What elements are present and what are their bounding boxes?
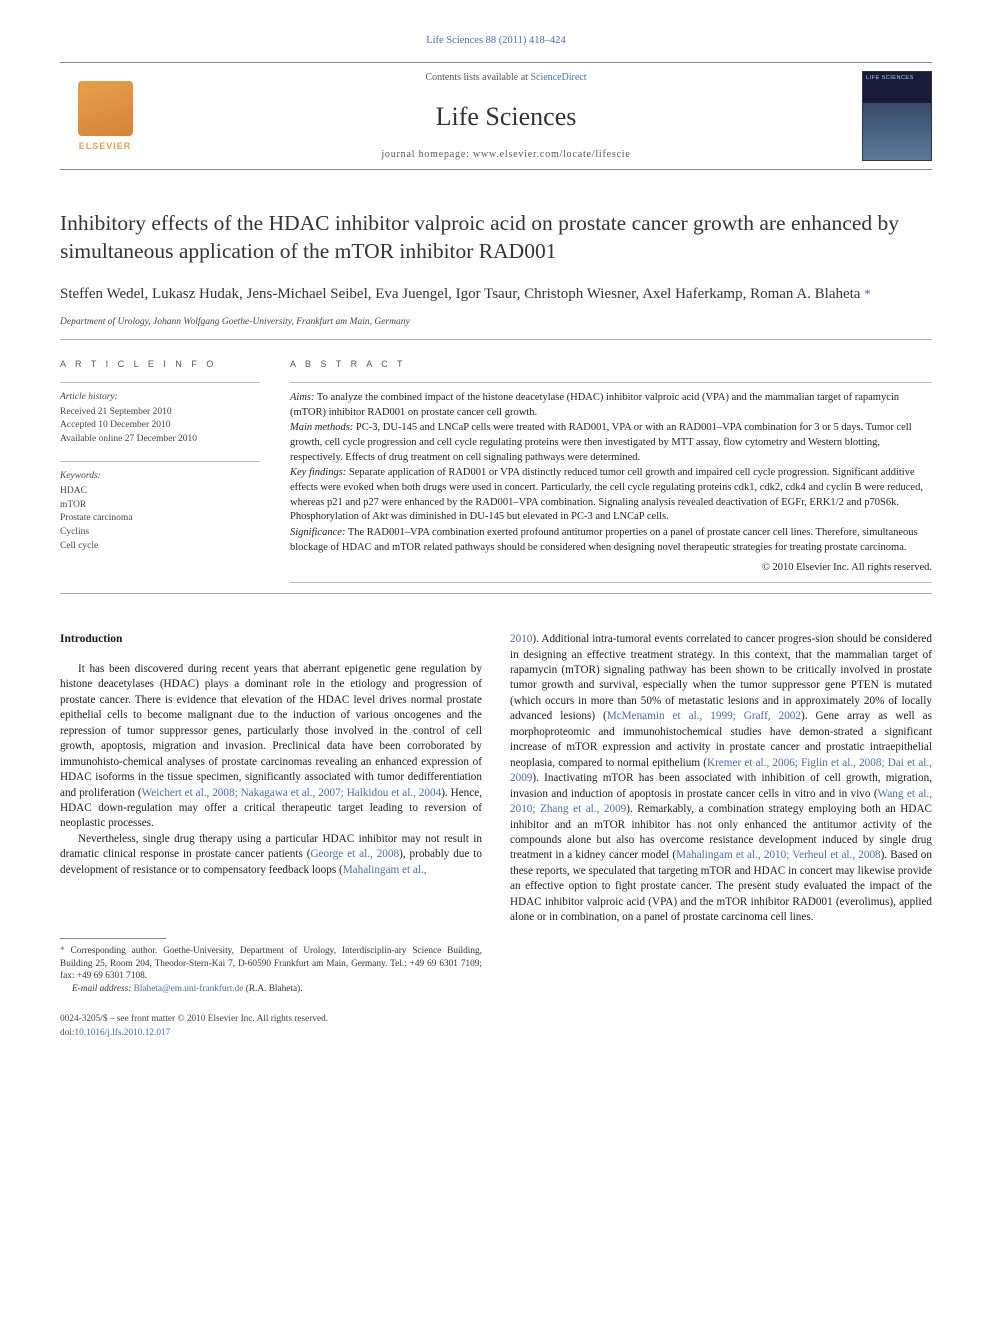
abstract-copyright: © 2010 Elsevier Inc. All rights reserved… xyxy=(290,561,932,576)
citation-link[interactable]: McMenamin et al., 1999; Graff, 2002 xyxy=(607,710,801,722)
citation-link-cont[interactable]: 2010 xyxy=(510,633,532,645)
corresponding-star-icon[interactable]: * xyxy=(864,286,871,301)
abstract-column: A B S T R A C T Aims: To analyze the com… xyxy=(290,358,932,583)
contents-available-line: Contents lists available at ScienceDirec… xyxy=(170,71,842,85)
keywords-heading: Keywords: xyxy=(60,470,260,483)
citation-link[interactable]: Mahalingam et al., 2010; Verheul et al.,… xyxy=(676,849,881,861)
email-label: E-mail address: xyxy=(72,984,134,994)
body-paragraph-2: Nevertheless, single drug therapy using … xyxy=(60,832,482,878)
keywords-block: Keywords: HDAC mTOR Prostate carcinoma C… xyxy=(60,470,260,554)
p2-cont-c: ). Inactivating mTOR has been associated… xyxy=(510,772,932,799)
body-paragraph-1: It has been discovered during recent yea… xyxy=(60,662,482,832)
journal-header: ELSEVIER Contents lists available at Sci… xyxy=(60,62,932,170)
abstract-heading: A B S T R A C T xyxy=(290,358,932,370)
abstract-significance: Significance: The RAD001–VPA combination… xyxy=(290,526,932,555)
email-footnote: E-mail address: Blaheta@em.uni-frankfurt… xyxy=(60,983,482,996)
abstract-findings: Key findings: Separate application of RA… xyxy=(290,466,932,525)
abstract-aims: Aims: To analyze the combined impact of … xyxy=(290,391,932,420)
p1-pre: It has been discovered during recent yea… xyxy=(60,663,482,799)
p2-cont-a: ). Additional intra-tumoral events corre… xyxy=(510,633,932,722)
history-accepted: Accepted 10 December 2010 xyxy=(60,419,260,433)
footnote-rule xyxy=(60,938,166,939)
article-history-block: Article history: Received 21 September 2… xyxy=(60,391,260,447)
intro-heading: Introduction xyxy=(60,632,482,648)
article-info-heading: A R T I C L E I N F O xyxy=(60,358,260,370)
history-heading: Article history: xyxy=(60,391,260,404)
body-two-column: Introduction It has been discovered duri… xyxy=(60,632,932,1039)
journal-homepage-line: journal homepage: www.elsevier.com/locat… xyxy=(170,148,842,162)
email-tail: (R.A. Blaheta). xyxy=(243,984,302,994)
history-received: Received 21 September 2010 xyxy=(60,406,260,420)
citation-link[interactable]: Mahalingam et al., xyxy=(343,864,427,876)
elsevier-logo: ELSEVIER xyxy=(60,71,150,161)
corresponding-footnote: * Corresponding author. Goethe-Universit… xyxy=(60,945,482,983)
history-online: Available online 27 December 2010 xyxy=(60,433,260,447)
sciencedirect-link[interactable]: ScienceDirect xyxy=(530,72,586,83)
author-list: Steffen Wedel, Lukasz Hudak, Jens-Michae… xyxy=(60,284,932,306)
doi-line: doi:10.1016/j.lfs.2010.12.017 xyxy=(60,1027,482,1040)
email-link[interactable]: Blaheta@em.uni-frankfurt.de xyxy=(134,984,244,994)
divider-rule-2 xyxy=(60,593,932,594)
homepage-label: journal homepage: xyxy=(381,149,473,160)
footnote-block: * Corresponding author. Goethe-Universit… xyxy=(60,945,482,995)
homepage-url[interactable]: www.elsevier.com/locate/lifescie xyxy=(473,149,631,160)
keyword-item: Cyclins xyxy=(60,526,260,540)
citation-link[interactable]: George et al., 2008 xyxy=(310,848,399,860)
footnote-corr-text: Corresponding author. Goethe-University,… xyxy=(60,946,482,981)
elsevier-wordmark: ELSEVIER xyxy=(79,140,132,152)
meta-abstract-row: A R T I C L E I N F O Article history: R… xyxy=(60,358,932,583)
left-column: Introduction It has been discovered duri… xyxy=(60,632,482,1039)
abstract-text: Aims: To analyze the combined impact of … xyxy=(290,391,932,576)
methods-label: Main methods: xyxy=(290,422,353,433)
significance-text: The RAD001–VPA combination exerted profo… xyxy=(290,527,918,553)
journal-name: Life Sciences xyxy=(170,99,842,134)
keyword-item: HDAC xyxy=(60,485,260,499)
right-column: 2010). Additional intra-tumoral events c… xyxy=(510,632,932,1039)
abstract-rule xyxy=(290,382,932,383)
journal-cover-thumbnail: LIFE SCIENCES xyxy=(862,71,932,161)
contents-prefix: Contents lists available at xyxy=(425,72,530,83)
footer-meta: 0024-3205/$ – see front matter © 2010 El… xyxy=(60,1013,482,1039)
keywords-rule xyxy=(60,461,260,462)
citation-link[interactable]: Weichert et al., 2008; Nakagawa et al., … xyxy=(142,787,442,799)
keyword-item: mTOR xyxy=(60,499,260,513)
aims-label: Aims: xyxy=(290,392,315,403)
keyword-item: Cell cycle xyxy=(60,540,260,554)
methods-text: PC-3, DU-145 and LNCaP cells were treate… xyxy=(290,422,912,462)
authors-text: Steffen Wedel, Lukasz Hudak, Jens-Michae… xyxy=(60,286,864,302)
significance-label: Significance: xyxy=(290,527,345,538)
header-center: Contents lists available at ScienceDirec… xyxy=(150,71,862,161)
issn-line: 0024-3205/$ – see front matter © 2010 El… xyxy=(60,1013,482,1026)
aims-text: To analyze the combined impact of the hi… xyxy=(290,392,899,418)
elsevier-tree-icon xyxy=(78,81,133,136)
abstract-methods: Main methods: PC-3, DU-145 and LNCaP cel… xyxy=(290,421,932,465)
top-citation[interactable]: Life Sciences 88 (2011) 418–424 xyxy=(60,34,932,48)
affiliation: Department of Urology, Johann Wolfgang G… xyxy=(60,316,932,329)
article-info-column: A R T I C L E I N F O Article history: R… xyxy=(60,358,260,583)
abstract-bottom-rule xyxy=(290,582,932,583)
body-paragraph-2-cont: 2010). Additional intra-tumoral events c… xyxy=(510,632,932,926)
doi-label: doi: xyxy=(60,1028,74,1038)
keyword-item: Prostate carcinoma xyxy=(60,512,260,526)
article-title: Inhibitory effects of the HDAC inhibitor… xyxy=(60,210,932,266)
findings-text: Separate application of RAD001 or VPA di… xyxy=(290,467,923,522)
doi-link[interactable]: 10.1016/j.lfs.2010.12.017 xyxy=(74,1028,170,1038)
cover-brand-text: LIFE SCIENCES xyxy=(866,75,914,82)
info-rule xyxy=(60,382,260,383)
findings-label: Key findings: xyxy=(290,467,346,478)
divider-rule xyxy=(60,339,932,340)
